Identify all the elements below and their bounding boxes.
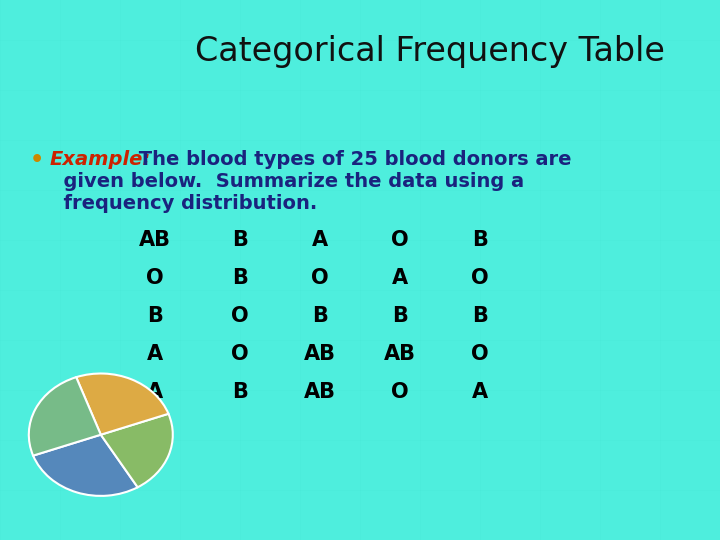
Text: Categorical Frequency Table: Categorical Frequency Table [195, 35, 665, 68]
Text: B: B [232, 230, 248, 250]
Text: O: O [146, 268, 164, 288]
Text: AB: AB [384, 344, 416, 364]
Text: A: A [147, 382, 163, 402]
Text: B: B [232, 382, 248, 402]
Text: Example:: Example: [50, 150, 151, 169]
Text: B: B [312, 306, 328, 326]
Text: O: O [311, 268, 329, 288]
Text: frequency distribution.: frequency distribution. [50, 194, 318, 213]
Wedge shape [33, 435, 138, 496]
Text: B: B [232, 268, 248, 288]
Text: O: O [471, 344, 489, 364]
Wedge shape [76, 374, 168, 435]
Text: B: B [472, 306, 488, 326]
Text: •: • [30, 150, 44, 170]
Text: AB: AB [304, 382, 336, 402]
Text: B: B [147, 306, 163, 326]
Text: The blood types of 25 blood donors are: The blood types of 25 blood donors are [132, 150, 572, 169]
Wedge shape [29, 377, 101, 456]
Wedge shape [101, 414, 173, 487]
Text: O: O [471, 268, 489, 288]
Text: O: O [231, 344, 249, 364]
Text: O: O [231, 306, 249, 326]
Text: AB: AB [304, 344, 336, 364]
Text: A: A [472, 382, 488, 402]
Text: B: B [392, 306, 408, 326]
Text: given below.  Summarize the data using a: given below. Summarize the data using a [50, 172, 524, 191]
Text: O: O [391, 382, 409, 402]
Text: A: A [312, 230, 328, 250]
Text: B: B [472, 230, 488, 250]
Text: AB: AB [139, 230, 171, 250]
Text: A: A [392, 268, 408, 288]
Text: O: O [391, 230, 409, 250]
Text: A: A [147, 344, 163, 364]
